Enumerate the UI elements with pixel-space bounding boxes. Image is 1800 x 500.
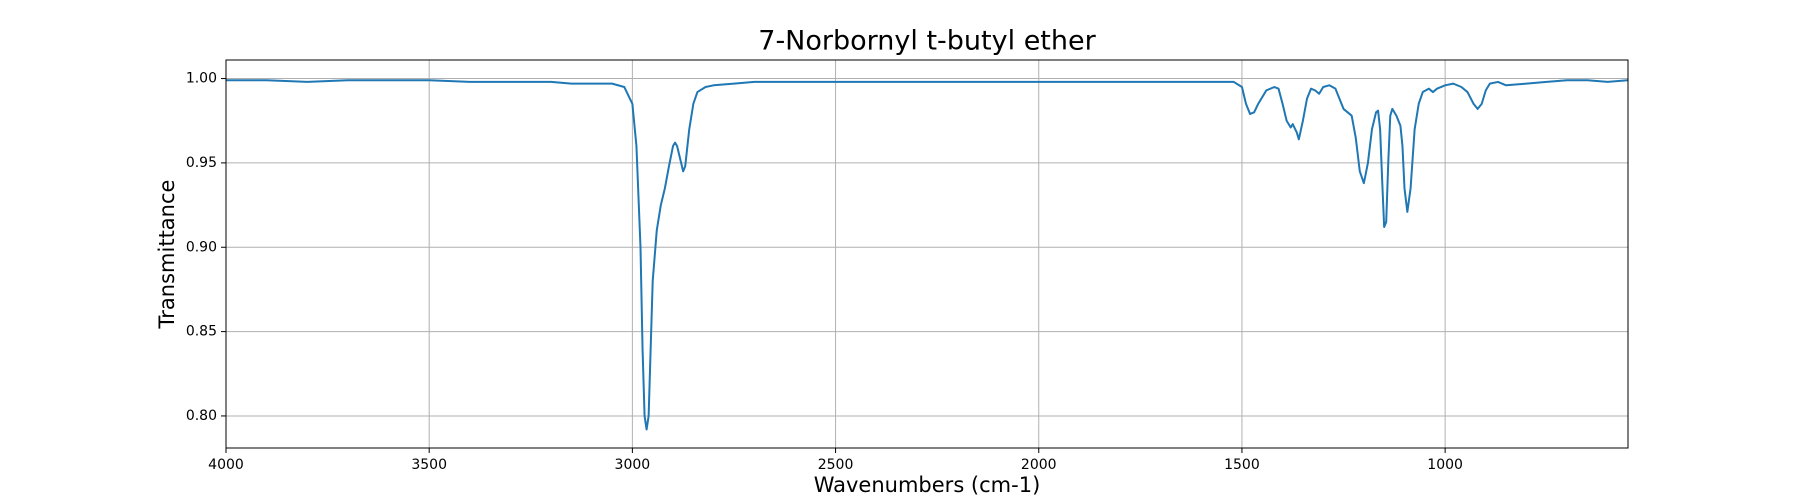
y-axis-label: Transmittance [155, 180, 179, 330]
chart-title: 7-Norbornyl t-butyl ether [758, 26, 1096, 57]
x-tick-label: 3500 [411, 457, 447, 473]
x-tick-label: 2500 [818, 457, 854, 473]
x-tick-label: 1000 [1427, 457, 1463, 473]
x-tick-label: 4000 [208, 457, 244, 473]
spectrum-line [226, 79, 1628, 431]
y-tick-label: 0.80 [186, 408, 217, 424]
x-tick-label: 1500 [1224, 457, 1260, 473]
plot-frame [225, 59, 1629, 449]
x-axis-label: Wavenumbers (cm-1) [814, 473, 1041, 497]
y-tick-label: 0.90 [186, 239, 217, 255]
y-tick-label: 1.00 [186, 71, 217, 87]
x-tick-label: 3000 [615, 457, 651, 473]
y-tick-label: 0.85 [186, 324, 217, 340]
y-tick-label: 0.95 [186, 155, 217, 171]
x-tick-label: 2000 [1021, 457, 1057, 473]
